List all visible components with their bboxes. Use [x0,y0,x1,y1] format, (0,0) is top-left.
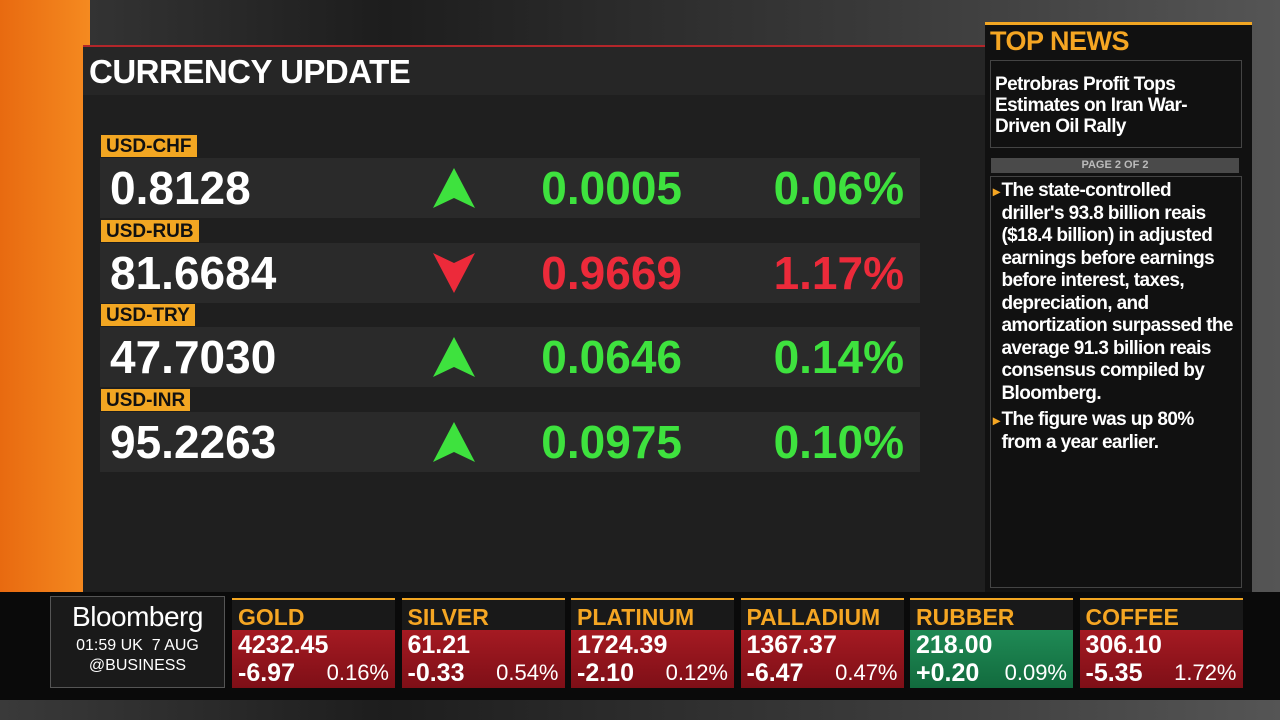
change: 0.0646 [541,331,682,383]
pair-tag: USD-CHF [101,135,197,157]
arrow-shape [433,168,475,208]
side-strip [0,0,90,592]
direction-arrow [433,168,475,208]
commodity: RUBBER 218.00 +0.20 0.09% [910,598,1073,688]
commodity-change: -5.35 [1085,659,1143,687]
bullet-text: The state-controlled driller's 93.8 bill… [1001,180,1233,404]
bullet-marker: ▸ [993,183,1000,199]
bullet: ▸ The figure was up 80% from a year earli… [993,409,1237,454]
commodity-percent: 0.47% [835,660,898,685]
commodity-name: SILVER [401,598,565,630]
rate: 47.7030 [110,331,277,383]
commodity-price: 218.00 [916,631,993,659]
news-headline: Petrobras Profit Tops Estimates on Iran … [990,60,1242,148]
page-indicator: PAGE 2 OF 2 [991,158,1239,173]
percent: 1.17% [773,246,904,299]
commodity-change: -2.10 [577,659,634,687]
commodity-change-line: +0.20 0.09% [916,660,1073,686]
commodity-price: 1724.39 [577,631,668,659]
commodity-change-line: -6.47 0.47% [747,660,904,686]
commodity: COFFEE 306.10 -5.35 1.72% [1079,598,1243,688]
panel-title: CURRENCY UPDATE [83,47,985,95]
commodity: PALLADIUM 1367.37 -6.47 0.47% [740,598,904,688]
commodity-values: 306.10 -5.35 1.72% [1079,630,1243,688]
commodity-change: -6.47 [746,659,804,687]
commodity-percent: 0.54% [496,660,559,685]
commodity-percent: 0.16% [326,660,389,685]
commodity-percent: 1.72% [1174,660,1237,685]
change: 0.0975 [541,415,682,468]
bullet: ▸ The state-controlled driller's 93.8 bil… [993,180,1237,405]
percent: 0.10% [773,415,904,468]
handle: @BUSINESS [88,657,187,674]
time: 01:59 UK 7 AUG [76,637,199,654]
commodity: SILVER 61.21 -0.33 0.54% [401,598,565,688]
bullet-marker: ▸ [993,412,1000,428]
commodity-change-line: -5.35 1.72% [1086,660,1243,686]
commodity-name: COFFEE [1079,598,1243,630]
arrow-shape [433,337,475,377]
currency-row: 47.7030 0.0646 0.14% [100,327,920,387]
commodity-price: 306.10 [1085,631,1162,659]
commodity-change-line: -6.97 0.16% [238,660,395,686]
commodity-values: 4232.45 -6.97 0.16% [232,630,395,688]
arrow-shape [433,421,475,462]
commodity-price: 4232.45 [238,631,329,659]
commodity: PLATINUM 1724.39 -2.10 0.12% [571,598,734,688]
pair-tag: USD-TRY [101,304,195,326]
commodity: GOLD 4232.45 -6.97 0.16% [232,598,395,688]
commodity-price: 1367.37 [746,631,837,659]
commodity-change: -6.97 [238,659,295,687]
commodity-name: RUBBER [910,598,1073,630]
change: 0.9669 [541,246,682,299]
percent: 0.06% [773,162,904,214]
commodity-percent: 0.09% [1004,660,1067,685]
news-panel [985,22,1252,595]
brand: Bloomberg [72,601,203,632]
commodity-name: PLATINUM [571,598,734,630]
commodity-change-line: -0.33 0.54% [408,660,565,686]
commodity-name: GOLD [232,598,395,630]
pair-tag: USD-INR [101,388,191,411]
commodity-change: -0.33 [407,659,465,687]
rate: 81.6684 [110,246,277,299]
pair-tag: USD-RUB [101,219,199,242]
news-body: ▸ The state-controlled driller's 93.8 bil… [990,176,1242,588]
direction-arrow [433,337,475,377]
commodity-values: 218.00 +0.20 0.09% [910,630,1073,688]
commodity-name: PALLADIUM [740,598,904,630]
percent: 0.14% [773,331,904,383]
commodity-values: 1724.39 -2.10 0.12% [571,630,734,688]
commodity-percent: 0.12% [665,660,728,685]
currency-row: 95.2263 0.0975 0.10% [100,411,920,472]
commodity-values: 61.21 -0.33 0.54% [401,630,565,688]
direction-arrow [433,252,475,293]
commodity-values: 1367.37 -6.47 0.47% [740,630,904,688]
currency-row: 0.8128 0.0005 0.06% [100,158,920,218]
currency-row: 81.6684 0.9669 1.17% [100,242,920,303]
commodity-price: 61.21 [407,631,471,659]
commodity-change: +0.20 [916,659,980,687]
rate: 95.2263 [110,415,277,468]
bullet-text: The figure was up 80% from a year earlie… [1001,409,1194,453]
arrow-shape [433,252,475,293]
news-title: TOP NEWS [990,26,1130,56]
change: 0.0005 [541,162,682,214]
commodity-change-line: -2.10 0.12% [577,660,734,686]
brand-box: Bloomberg 01:59 UK 7 AUG @BUSINESS [50,596,225,688]
direction-arrow [433,421,475,462]
currency-panel [83,45,985,594]
rate: 0.8128 [110,162,251,214]
